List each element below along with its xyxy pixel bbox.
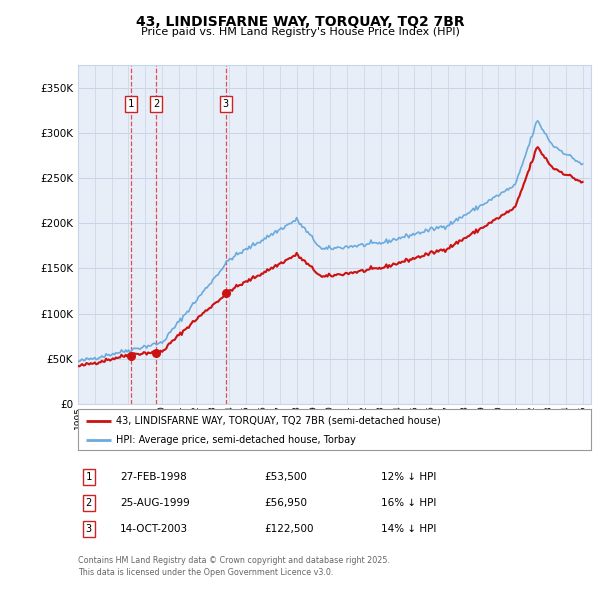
Text: 2: 2 — [86, 498, 92, 507]
Text: HPI: Average price, semi-detached house, Torbay: HPI: Average price, semi-detached house,… — [116, 435, 356, 444]
Text: Price paid vs. HM Land Registry's House Price Index (HPI): Price paid vs. HM Land Registry's House … — [140, 27, 460, 37]
Text: 3: 3 — [86, 525, 92, 534]
Text: 3: 3 — [223, 99, 229, 109]
Text: Contains HM Land Registry data © Crown copyright and database right 2025.: Contains HM Land Registry data © Crown c… — [78, 556, 390, 565]
Text: 2: 2 — [153, 99, 160, 109]
Text: 1: 1 — [128, 99, 134, 109]
Text: 25-AUG-1999: 25-AUG-1999 — [120, 498, 190, 507]
Text: £53,500: £53,500 — [264, 472, 307, 481]
Text: 16% ↓ HPI: 16% ↓ HPI — [381, 498, 436, 507]
Text: 43, LINDISFARNE WAY, TORQUAY, TQ2 7BR (semi-detached house): 43, LINDISFARNE WAY, TORQUAY, TQ2 7BR (s… — [116, 416, 441, 426]
Text: 27-FEB-1998: 27-FEB-1998 — [120, 472, 187, 481]
Text: This data is licensed under the Open Government Licence v3.0.: This data is licensed under the Open Gov… — [78, 568, 334, 577]
Text: 14-OCT-2003: 14-OCT-2003 — [120, 525, 188, 534]
Text: 14% ↓ HPI: 14% ↓ HPI — [381, 525, 436, 534]
Text: 12% ↓ HPI: 12% ↓ HPI — [381, 472, 436, 481]
Text: £122,500: £122,500 — [264, 525, 314, 534]
Text: 43, LINDISFARNE WAY, TORQUAY, TQ2 7BR: 43, LINDISFARNE WAY, TORQUAY, TQ2 7BR — [136, 15, 464, 30]
Text: 1: 1 — [86, 472, 92, 481]
Text: £56,950: £56,950 — [264, 498, 307, 507]
